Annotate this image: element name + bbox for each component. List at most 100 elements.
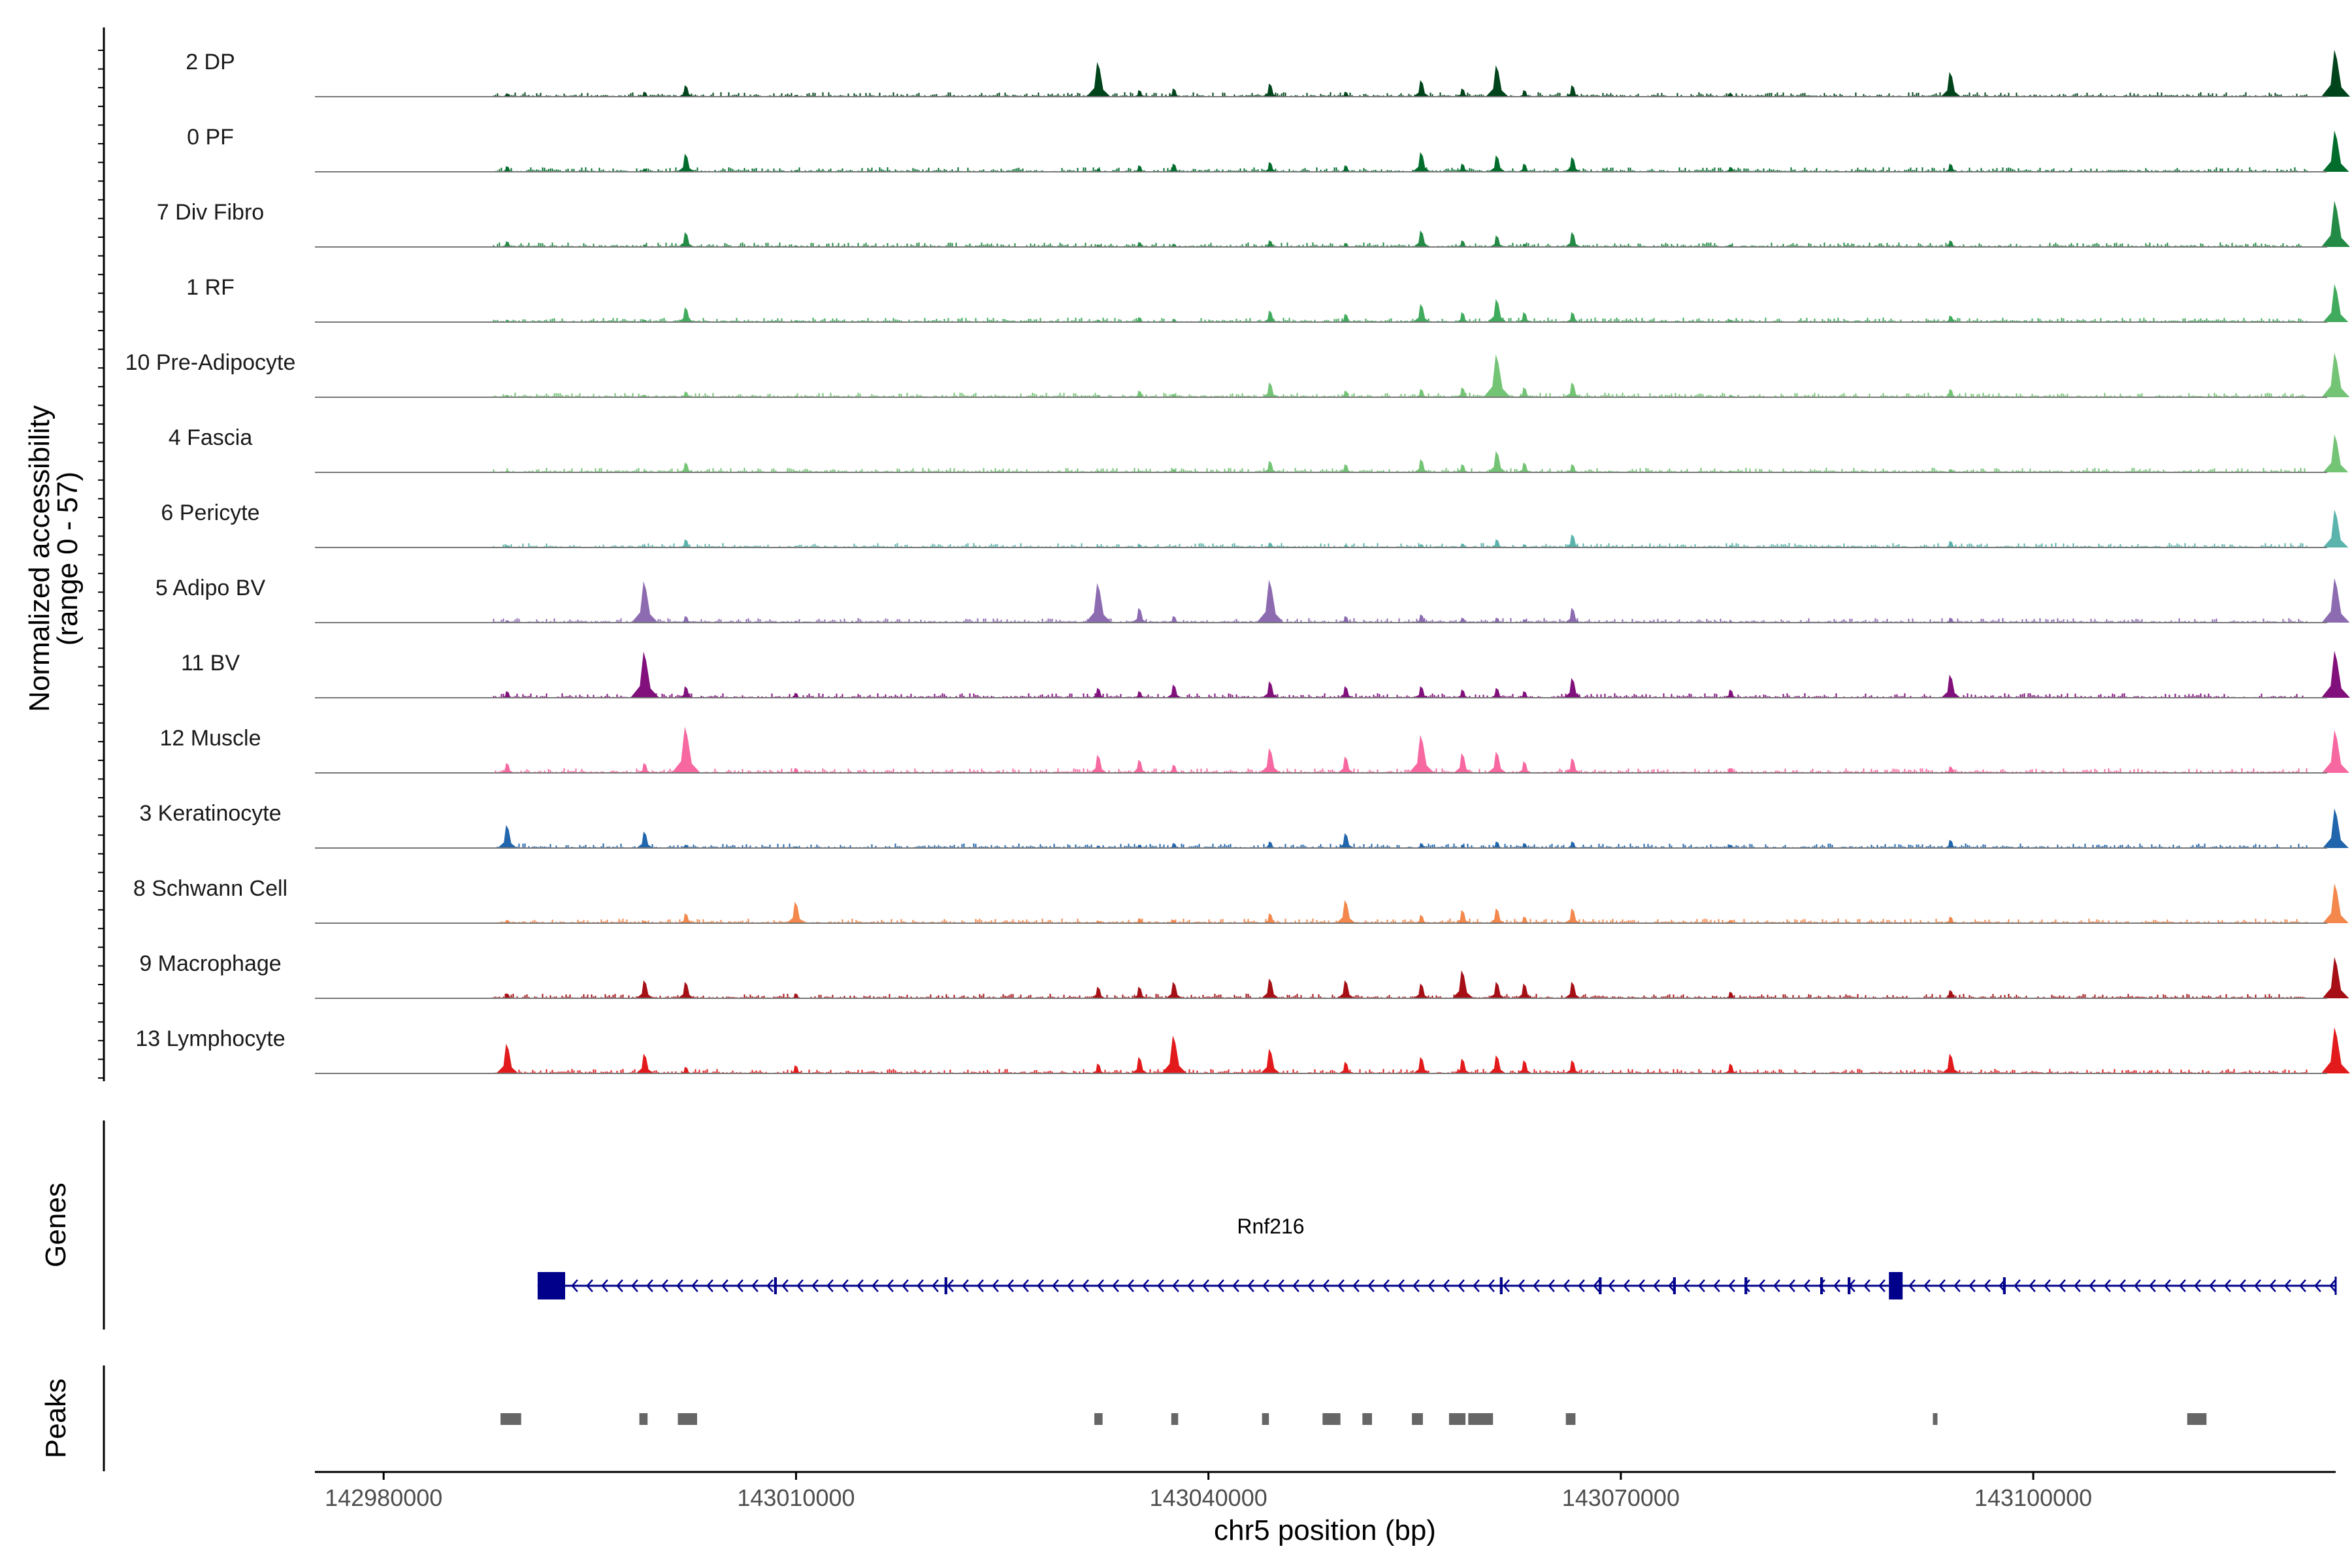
peak-mark (1263, 161, 1278, 172)
peak-mark (1339, 91, 1352, 97)
peak-mark (1456, 844, 1469, 848)
peak-mark (1452, 970, 1474, 998)
track-label: 8 Schwann Cell (133, 876, 287, 901)
track-11: 3 Keratinocyte (139, 801, 2349, 849)
peak-mark (1455, 387, 1470, 397)
track-14: 13 Lymphocyte (135, 1026, 2350, 1074)
peak-mark (1260, 1049, 1281, 1073)
track-label: 12 Muscle (160, 726, 261, 751)
peak-mark (1517, 387, 1532, 397)
peak-mark (1490, 687, 1505, 698)
noise-bars (493, 1069, 2308, 1073)
noise-bars (493, 318, 2308, 322)
gene-label-rnf216: Rnf216 (1237, 1215, 1304, 1238)
noise-signal (493, 543, 2308, 547)
peak-mark (1409, 734, 1435, 773)
peak-mark (1337, 756, 1355, 773)
peak-mark (1564, 758, 1581, 773)
peak-mark (639, 470, 651, 472)
x-tick-label: 143070000 (1562, 1484, 1680, 1511)
peak-mark (1563, 678, 1582, 698)
peak-mark (1414, 686, 1429, 698)
peak-region (639, 1413, 648, 1425)
noise-signal (493, 167, 2308, 172)
peak-mark (789, 693, 802, 698)
peak-mark (1456, 240, 1469, 247)
peak-mark (1483, 354, 1511, 397)
peak-region (1412, 1413, 1423, 1425)
peak-mark (1564, 608, 1581, 623)
y-axis-title-line-2: (range 0 - 57) (52, 472, 84, 646)
peaks-panel-title: Peaks (40, 1379, 72, 1458)
noise-signal (495, 843, 2308, 848)
peak-mark (1490, 235, 1505, 247)
noise-bars (493, 693, 2308, 698)
peak-mark (1337, 833, 1354, 848)
peak-mark (1262, 83, 1279, 97)
peak-mark (789, 768, 802, 773)
peak-mark (1336, 900, 1356, 923)
peak-mark (1413, 459, 1429, 472)
peak-mark (1725, 844, 1737, 848)
peak-mark (1131, 608, 1148, 623)
peak-mark (1944, 990, 1958, 998)
peak-mark (1090, 987, 1106, 998)
peak-mark (1262, 310, 1278, 322)
peak-mark (630, 651, 659, 698)
peak-mark (1264, 542, 1277, 547)
peak-mark (1089, 755, 1107, 773)
noise-signal (493, 693, 2308, 698)
noise-bars (493, 543, 2308, 547)
noise-signal (493, 468, 2308, 472)
peak-mark (1167, 88, 1181, 97)
track-1: 2 DP (186, 50, 2350, 97)
peak-mark (502, 470, 514, 472)
peak-mark (1414, 915, 1429, 923)
peak-mark (790, 245, 802, 247)
peak-mark (636, 831, 653, 848)
peak-mark (1725, 395, 1737, 397)
noise-bars (493, 468, 2308, 472)
peak-mark (1167, 764, 1181, 773)
peak-mark (679, 462, 694, 472)
peak-mark (1338, 686, 1354, 698)
peak-mark (672, 727, 701, 773)
peak-mark (1131, 1056, 1149, 1073)
track-label: 1 RF (186, 275, 235, 300)
track-label: 9 Macrophage (139, 951, 281, 976)
peak-mark (678, 232, 694, 247)
peak-mark (2323, 808, 2349, 848)
peak-mark (1518, 90, 1531, 97)
peak-mark (639, 168, 651, 172)
peak-mark (1491, 617, 1503, 623)
peak-mark (789, 1065, 803, 1073)
peak-mark (1414, 389, 1429, 397)
peak-region (1362, 1413, 1372, 1425)
noise-bars (495, 768, 2308, 773)
peaks-track (500, 1413, 2207, 1425)
peak-mark (1565, 85, 1580, 97)
peak-region (1322, 1413, 1341, 1425)
track-label: 6 Pericyte (161, 500, 259, 525)
peak-mark (1340, 545, 1352, 547)
peak-mark (1944, 766, 1957, 773)
peak-mark (639, 244, 651, 247)
peak-mark (1415, 544, 1428, 547)
peak-mark (1413, 1056, 1430, 1073)
noise-bars (495, 919, 2308, 923)
coverage-tracks: 2 DP 0 PF 7 Div Fibro 1 RF 10 Pre-Adipocyte 4… (125, 50, 2350, 1074)
peak-mark (1516, 983, 1533, 998)
peak-mark (636, 980, 654, 998)
peak-mark (1490, 539, 1504, 547)
noise-bars (495, 843, 2308, 848)
peak-mark (1944, 617, 1957, 623)
peak-mark (1260, 748, 1281, 773)
peak-mark (1724, 768, 1737, 773)
peak-mark (1725, 244, 1737, 247)
peak-mark (501, 919, 514, 923)
peak-mark (1488, 451, 1507, 472)
peak-mark (790, 846, 802, 848)
peak-region (500, 1413, 521, 1425)
peak-mark (2323, 284, 2349, 322)
peak-mark (1488, 155, 1506, 172)
